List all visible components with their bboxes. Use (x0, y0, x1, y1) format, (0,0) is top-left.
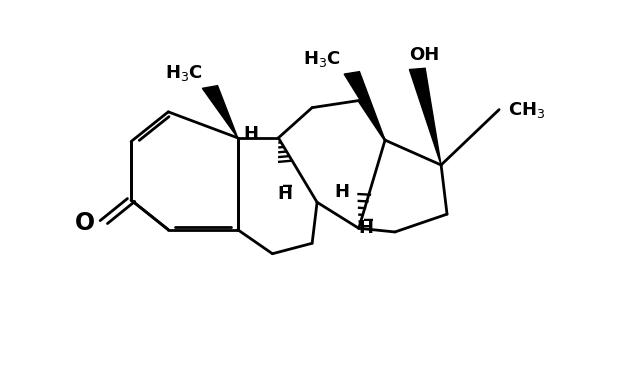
Text: CH$_3$: CH$_3$ (508, 99, 545, 120)
Text: O: O (75, 211, 95, 235)
Polygon shape (410, 68, 441, 165)
Text: H̅: H̅ (358, 219, 373, 237)
Text: H̅: H̅ (277, 185, 292, 203)
Polygon shape (344, 72, 385, 140)
Polygon shape (202, 86, 237, 138)
Text: H: H (334, 182, 349, 200)
Text: H$_3$C: H$_3$C (165, 63, 203, 83)
Text: H: H (244, 126, 259, 143)
Text: H$_3$C: H$_3$C (303, 50, 340, 69)
Text: OH: OH (410, 46, 440, 64)
